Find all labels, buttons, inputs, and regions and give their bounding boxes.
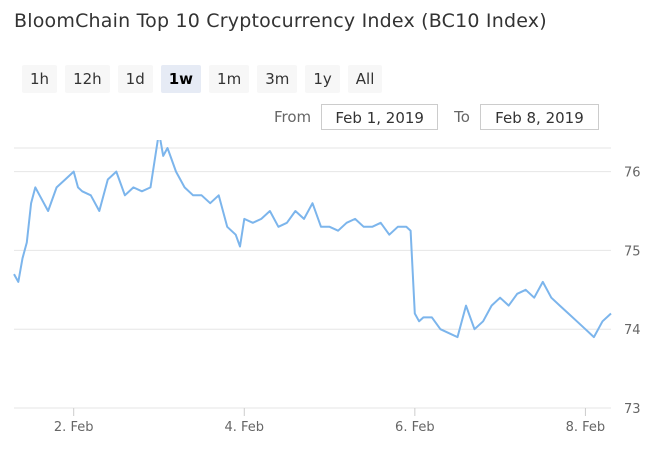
series-line-0 xyxy=(13,140,612,339)
range-button-1d[interactable]: 1d xyxy=(117,65,153,93)
x-tick-label: 2. Feb xyxy=(54,420,94,435)
y-tick-label: 74 xyxy=(624,323,641,338)
y-tick-label: 76 xyxy=(624,166,641,181)
range-button-1h[interactable]: 1h xyxy=(22,65,58,93)
chart-title: BloomChain Top 10 Cryptocurrency Index (… xyxy=(14,10,547,32)
date-range-inputs: From Feb 1, 2019 To Feb 8, 2019 xyxy=(274,104,599,130)
y-tick-label: 73 xyxy=(624,402,641,417)
series-layer xyxy=(13,140,612,339)
range-button-1y[interactable]: 1y xyxy=(305,65,340,93)
range-button-3m[interactable]: 3m xyxy=(257,65,298,93)
y-tick-label: 75 xyxy=(624,244,641,259)
range-button-12h[interactable]: 12h xyxy=(65,65,110,93)
grid xyxy=(14,147,611,409)
x-tick-label: 4. Feb xyxy=(224,420,264,435)
to-label: To xyxy=(454,108,470,126)
range-selector: 1h 12h 1d 1w 1m 3m 1y All xyxy=(22,65,383,93)
line-chart: 73 74 75 76 2. Feb 4. Feb 6. Feb 8. Feb xyxy=(13,140,641,435)
y-axis: 73 74 75 76 xyxy=(624,166,641,417)
x-axis: 2. Feb 4. Feb 6. Feb 8. Feb xyxy=(54,408,605,435)
x-tick-label: 6. Feb xyxy=(395,420,435,435)
from-date-input[interactable]: Feb 1, 2019 xyxy=(321,104,439,130)
to-date-input[interactable]: Feb 8, 2019 xyxy=(479,104,599,130)
from-label: From xyxy=(274,108,312,126)
range-button-all[interactable]: All xyxy=(347,65,383,93)
x-tick-label: 8. Feb xyxy=(566,420,606,435)
range-button-1m[interactable]: 1m xyxy=(209,65,250,93)
range-button-1w[interactable]: 1w xyxy=(160,65,202,93)
